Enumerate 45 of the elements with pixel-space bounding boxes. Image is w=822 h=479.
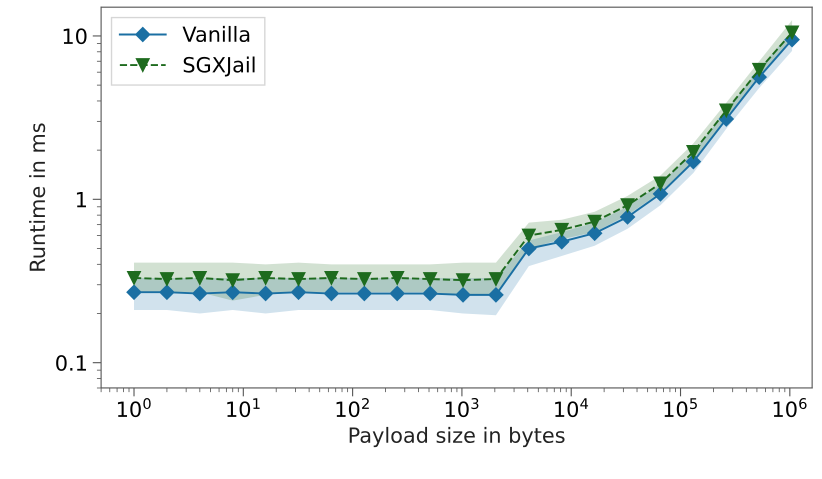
x-tick-label: 10$^{4}$	[555, 398, 588, 418]
point	[160, 272, 174, 286]
point	[456, 273, 470, 288]
point	[554, 222, 569, 237]
x-tick-label: 10$^{6}$	[774, 398, 807, 418]
x-tick-label: 10$^{5}$	[664, 398, 697, 418]
point	[423, 272, 438, 286]
x-tick-label: 10$^{1}$	[227, 398, 260, 418]
point	[225, 284, 240, 300]
point	[620, 209, 636, 225]
point	[522, 228, 536, 243]
point	[390, 271, 404, 285]
point	[258, 271, 273, 285]
point	[488, 287, 504, 302]
point	[455, 287, 471, 302]
legend-label: Vanilla	[182, 26, 250, 42]
point	[587, 226, 602, 241]
point	[226, 273, 240, 288]
point	[324, 286, 339, 302]
point	[390, 286, 405, 302]
point	[356, 286, 372, 302]
y-axis-title: Runtime in ms	[29, 123, 46, 271]
point	[521, 240, 536, 256]
point	[422, 286, 438, 302]
point	[489, 272, 503, 286]
point	[159, 284, 174, 300]
point	[292, 272, 306, 286]
point	[192, 286, 208, 302]
point	[785, 26, 800, 40]
point	[554, 234, 570, 250]
point	[192, 271, 207, 285]
x-axis-title: Payload size in bytes	[350, 426, 565, 448]
y-tick-label: 1	[76, 192, 86, 208]
point	[357, 272, 372, 286]
point	[127, 271, 141, 285]
point	[290, 284, 306, 300]
point	[324, 271, 338, 285]
y-tick-label: 0.1	[56, 355, 86, 371]
x-tick-label: 10$^{2}$	[336, 398, 369, 418]
legend-label: SGXJail	[184, 56, 255, 77]
x-tick-label: 10$^{3}$	[446, 398, 478, 418]
y-tick-label: 10	[64, 28, 87, 44]
point	[258, 286, 274, 302]
x-tick-label: 10$^{0}$	[118, 398, 151, 418]
point	[126, 284, 142, 300]
